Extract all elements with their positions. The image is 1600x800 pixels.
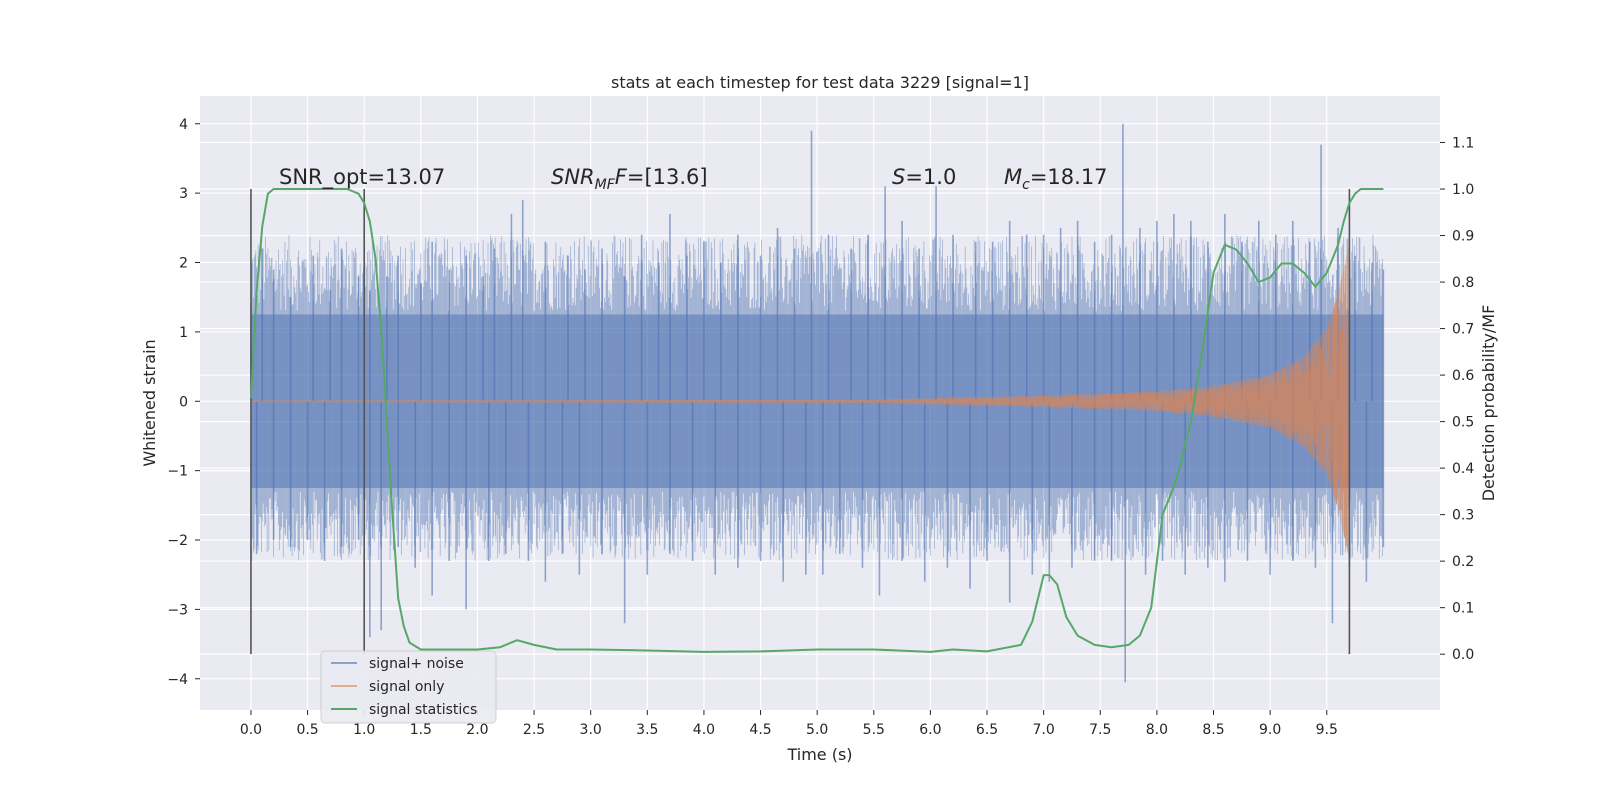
x-tick-label: 2.0 [466,722,488,738]
series-signal-statistics [250,188,1384,653]
y2-tick-label: 0.5 [1452,415,1474,431]
annotation-s-value: =1.0 [905,165,956,189]
x-axis-ticks: 0.0 0.5 1.0 1.5 2.0 2.5 3.0 3.5 4.0 4.5 5.0 5.5 6.0 6… [240,710,1338,738]
y2-tick-label: 0.2 [1452,554,1474,570]
y2-tick-label: 1.1 [1452,136,1474,152]
y2-tick-label: 0.3 [1452,508,1474,524]
annotation-snr-opt: SNR_opt=13.07 [279,165,445,190]
x-tick-label: 4.0 [693,722,715,738]
annotation-snr-mf-value: =[13.6] [627,165,708,189]
annotation-mc: Mc=18.17 [1004,165,1108,193]
y2-tick-label: 0.9 [1452,229,1474,245]
x-tick-label: 3.5 [636,722,658,738]
x-tick-label: 4.5 [749,722,771,738]
x-tick-label: 6.0 [919,722,941,738]
x-axis-title: Time (s) [786,745,852,764]
annotation-snr-mf: SNRMFF=[13.6] [551,165,708,193]
x-tick-label: 0.5 [296,722,318,738]
y-tick-label: −2 [167,533,188,549]
legend-label-signal-noise: signal+ noise [369,656,464,672]
y2-tick-label: 1.0 [1452,182,1474,198]
series-signal-only [251,272,1350,546]
annotation-s-prefix: S [892,165,905,189]
x-tick-label: 7.5 [1089,722,1111,738]
y-axis-title: Whitened strain [140,339,159,466]
y2-tick-label: 0.8 [1452,275,1474,291]
y-tick-label: −3 [167,602,188,618]
annotation-mc-prefix: M [1004,165,1022,189]
legend: signal+ noise signal only signal statist… [320,650,497,724]
x-tick-label: 2.5 [523,722,545,738]
y-tick-label: 0 [179,394,188,410]
annotation-mc-sub: c [1022,177,1030,193]
y-tick-label: 3 [179,186,188,202]
y2-tick-label: 0.4 [1452,461,1474,477]
legend-box [320,650,497,724]
x-tick-label: 0.0 [240,722,262,738]
x-tick-label: 9.0 [1259,722,1281,738]
series-signal-only-envelope [251,241,1350,561]
y-tick-label: 4 [179,117,188,133]
y-axis-ticks: 4 3 2 1 0 −1 −2 −3 −4 [167,117,200,688]
y-tick-label: −1 [167,464,188,480]
annotation-snr-mf-sub: MF [595,177,616,193]
y-tick-label: −4 [167,672,188,688]
y-tick-label: 2 [179,256,188,272]
plot-content [250,123,1385,683]
annotation-snr-mf-f: F [615,165,628,189]
chart-title: stats at each timestep for test data 322… [611,73,1029,92]
x-tick-label: 6.5 [976,722,998,738]
x-tick-label: 1.5 [410,722,432,738]
x-tick-label: 9.5 [1316,722,1338,738]
x-tick-label: 7.0 [1033,722,1055,738]
annotation-s: S=1.0 [892,165,956,189]
legend-label-signal-only: signal only [369,679,444,695]
x-tick-label: 5.5 [863,722,885,738]
x-tick-label: 8.0 [1146,722,1168,738]
legend-label-signal-statistics: signal statistics [369,702,477,718]
series-signal-noise-band [251,314,1384,488]
y2-axis-title: Detection probability/MF [1479,305,1498,502]
y2-tick-label: 0.7 [1452,322,1474,338]
x-tick-label: 8.5 [1202,722,1224,738]
y2-tick-label: 0.6 [1452,368,1474,384]
x-tick-label: 3.0 [580,722,602,738]
x-tick-label: 5.0 [806,722,828,738]
x-tick-label: 1.0 [353,722,375,738]
y2-tick-label: 0.1 [1452,601,1474,617]
annotation-snr-mf-prefix: SNR [551,165,595,189]
y2-tick-label: 0.0 [1452,647,1474,663]
annotation-mc-value: =18.17 [1030,165,1108,189]
y2-axis-ticks: 1.1 1.0 0.9 0.8 0.7 0.6 0.5 0.4 0.3 0.2 0.1 0.0 [1440,136,1474,663]
y-tick-label: 1 [179,325,188,341]
